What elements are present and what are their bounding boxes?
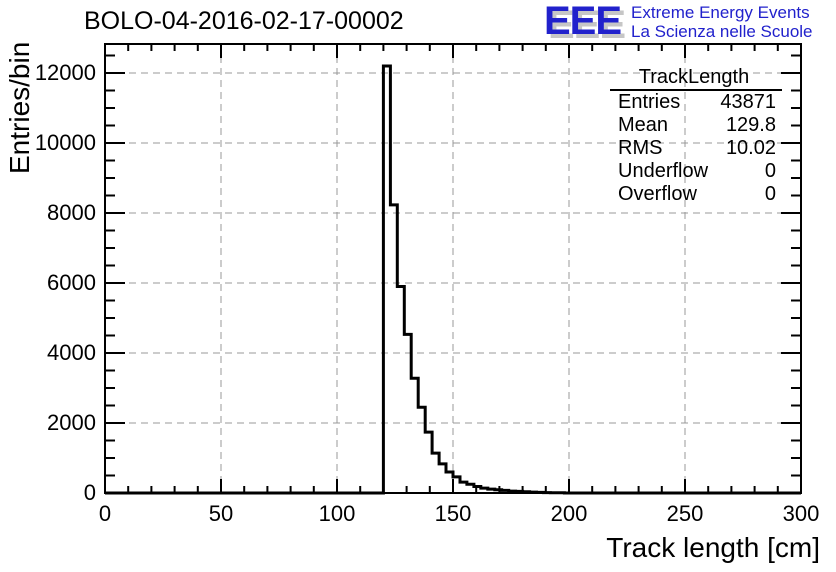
stats-divider bbox=[610, 89, 782, 91]
y-tick-label: 0 bbox=[83, 480, 96, 505]
stats-row-underflow: Underflow 0 bbox=[598, 160, 790, 183]
stats-row-overflow: Overflow 0 bbox=[598, 183, 790, 206]
x-tick-label: 50 bbox=[208, 501, 234, 526]
stats-value: 0 bbox=[764, 183, 776, 205]
stats-title: TrackLength bbox=[638, 66, 750, 88]
stats-row-entries: Entries 43871 bbox=[598, 91, 790, 114]
stats-value: 129.8 bbox=[725, 114, 776, 136]
y-tick-label: 10000 bbox=[34, 129, 96, 155]
stats-value: 10.02 bbox=[725, 137, 776, 159]
x-tick-label: 300 bbox=[782, 501, 820, 526]
x-tick-label: 250 bbox=[666, 501, 704, 526]
histogram-line bbox=[105, 64, 801, 495]
x-tick-label: 150 bbox=[434, 501, 472, 526]
x-tick-label: 0 bbox=[98, 501, 112, 526]
stats-label: Underflow bbox=[618, 160, 709, 182]
eee-logo-acronym: EEE bbox=[544, 0, 622, 43]
stats-row-mean: Mean 129.8 bbox=[598, 114, 790, 137]
eee-logo-text: Extreme Energy Events La Scienza nelle S… bbox=[631, 3, 812, 41]
stats-value: 43871 bbox=[720, 91, 776, 113]
x-axis-title: Track length [cm] bbox=[606, 532, 820, 563]
stats-label: RMS bbox=[618, 137, 663, 159]
y-tick-label: 4000 bbox=[47, 339, 96, 365]
stats-label: Overflow bbox=[618, 183, 697, 205]
y-tick-label: 12000 bbox=[34, 59, 96, 85]
eee-logo: EEE Extreme Energy Events La Scienza nel… bbox=[544, 0, 813, 42]
stats-label: Entries bbox=[618, 91, 681, 113]
y-tick-label: 8000 bbox=[47, 199, 96, 225]
stats-row-rms: RMS 10.02 bbox=[598, 137, 790, 160]
x-tick-label: 100 bbox=[318, 501, 356, 526]
stats-label: Mean bbox=[618, 114, 669, 136]
x-tick-label: 200 bbox=[550, 501, 588, 526]
page-title: BOLO-04-2016-02-17-00002 bbox=[84, 7, 404, 35]
eee-logo-line2: La Scienza nelle Scuole bbox=[631, 22, 813, 41]
y-tick-label: 2000 bbox=[47, 409, 96, 435]
stats-box: TrackLength Entries 43871 Mean 129.8 RMS… bbox=[598, 66, 790, 206]
eee-logo-line1: Extreme Energy Events bbox=[631, 3, 810, 22]
stats-value: 0 bbox=[764, 160, 776, 182]
y-tick-label: 6000 bbox=[47, 269, 96, 295]
